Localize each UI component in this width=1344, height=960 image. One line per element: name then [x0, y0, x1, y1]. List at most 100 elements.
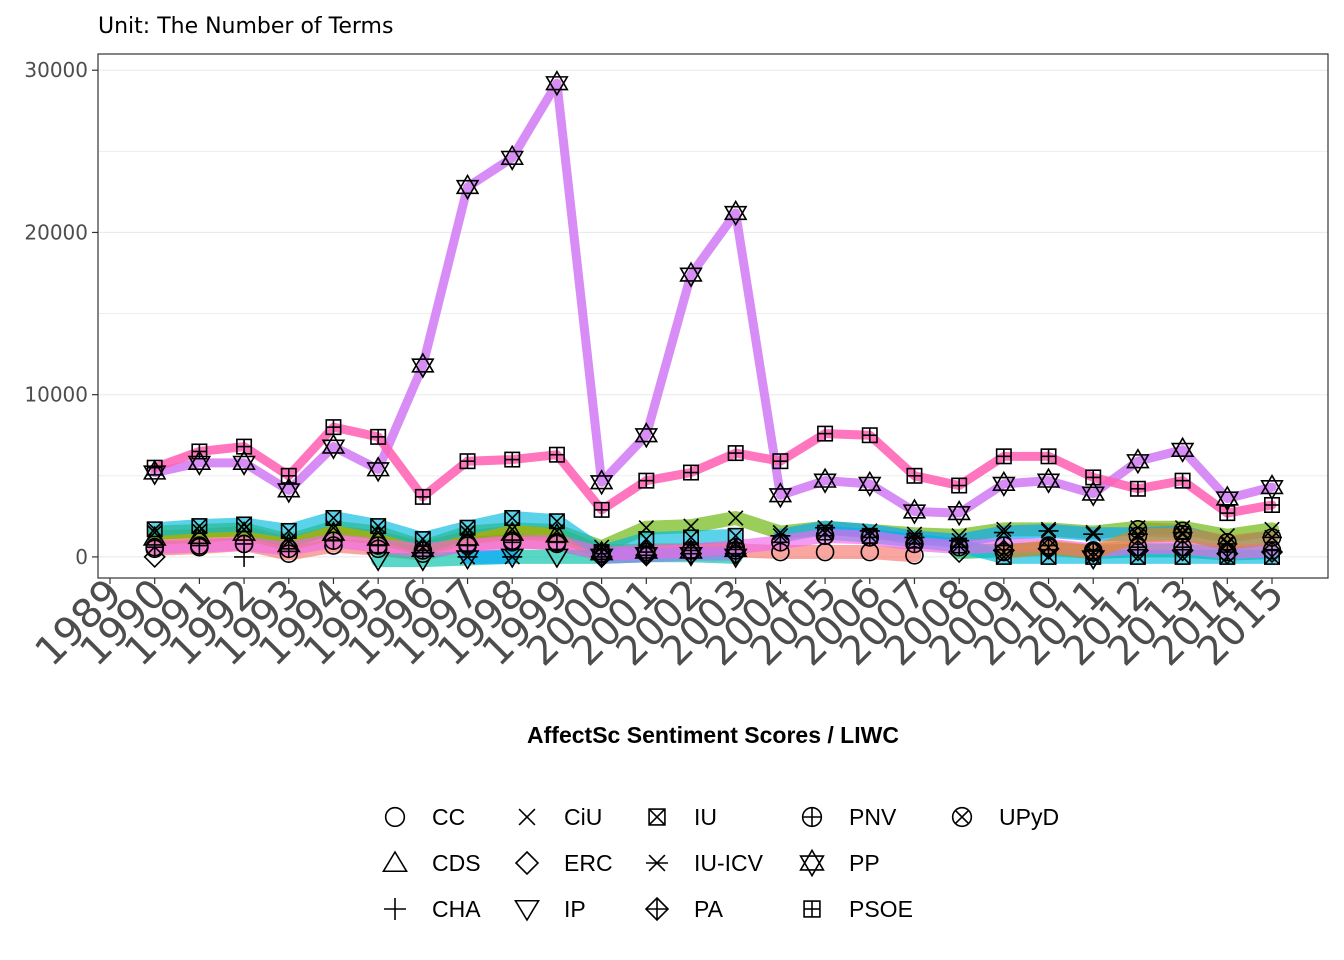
data-point-pp — [589, 469, 614, 496]
data-point-erc — [1260, 540, 1284, 564]
legend-item-psoe: PSOE — [803, 896, 913, 922]
data-point-pnv — [190, 536, 209, 555]
data-point-pp — [634, 422, 659, 449]
legend-label: ERC — [564, 850, 613, 876]
data-point-pp — [321, 433, 346, 460]
data-point-ciu — [1219, 528, 1236, 544]
data-point-pnv — [1262, 541, 1282, 560]
legend-item-pp: PP — [799, 848, 880, 878]
data-point-pnv — [815, 526, 835, 546]
data-point-psoe — [682, 464, 699, 481]
data-point-pnv — [502, 533, 522, 552]
data-point-iu-icv — [1083, 526, 1104, 542]
data-point-iu — [548, 513, 565, 530]
data-point-psoe — [1129, 480, 1146, 497]
legend-item-cha: CHA — [384, 896, 481, 922]
data-point-pnv — [592, 544, 611, 563]
legend-label: IU-ICV — [694, 850, 764, 876]
data-point-pnv — [1218, 542, 1237, 562]
data-point-pnv — [949, 537, 969, 557]
legend-key-cc — [384, 806, 406, 828]
data-point-pp — [1170, 436, 1195, 463]
data-point-pp — [411, 352, 435, 379]
data-point-pnv — [1039, 536, 1058, 555]
data-point-pp — [723, 199, 748, 227]
data-point-pnv — [324, 531, 343, 550]
chart-subtitle: Unit: The Number of Terms — [98, 14, 393, 39]
data-point-ciu — [1085, 524, 1101, 541]
data-point-psoe — [548, 446, 565, 463]
data-point-pp — [1036, 467, 1061, 494]
legend-key-ip — [514, 899, 540, 922]
data-point-pnv — [1083, 541, 1103, 560]
data-point-pp — [455, 173, 480, 201]
series-markers — [142, 70, 1284, 572]
data-point-pp — [1215, 485, 1240, 512]
data-point-pp — [902, 498, 927, 525]
y-tick-label: 0 — [75, 545, 88, 569]
data-point-psoe — [638, 472, 655, 489]
legend-key-erc — [514, 850, 540, 876]
data-point-ciu — [996, 521, 1012, 538]
data-point-pp — [277, 477, 301, 504]
data-point-pp — [858, 470, 882, 498]
data-point-pp — [1081, 480, 1105, 507]
data-point-cc — [1128, 520, 1148, 539]
legend-item-cc: CC — [384, 804, 465, 830]
data-point-upyd — [1173, 524, 1192, 544]
legend: CC CDS CHA CiU ERC IP IU IU-ICV PA PNV PP PSOE UPyD — [382, 804, 1059, 922]
plot-panel-border — [97, 53, 1329, 579]
data-point-psoe — [459, 453, 476, 470]
data-point-psoe — [504, 451, 521, 468]
data-point-upyd — [994, 542, 1014, 562]
data-point-pnv — [1128, 537, 1148, 557]
legend-label: PNV — [849, 804, 897, 830]
data-point-psoe — [1219, 505, 1236, 522]
legend-item-upyd: UPyD — [951, 804, 1059, 830]
data-point-iu — [325, 509, 342, 526]
legend-item-ciu: CiU — [518, 804, 602, 830]
y-tick-label: 10000 — [24, 383, 88, 407]
data-point-pp — [1126, 448, 1150, 475]
data-point-iu-icv — [502, 549, 523, 565]
legend-label: PP — [849, 850, 880, 876]
data-point-psoe — [995, 448, 1012, 465]
data-point-pnv — [413, 541, 433, 560]
data-point-pp — [768, 482, 793, 509]
data-point-pp — [545, 70, 569, 97]
data-point-psoe — [370, 428, 387, 445]
data-point-iu — [146, 521, 163, 538]
legend-key-psoe — [803, 900, 821, 918]
data-point-pnv — [726, 537, 745, 557]
data-point-pp — [500, 144, 524, 171]
data-point-pnv — [681, 541, 701, 560]
data-point-ciu — [1040, 521, 1057, 538]
legend-item-iu-icv: IU-ICV — [646, 850, 764, 876]
data-point-iu — [370, 518, 387, 535]
data-point-pp — [1260, 474, 1284, 501]
data-point-pp — [366, 456, 390, 483]
legend-key-iu-icv — [646, 854, 668, 872]
data-point-iu — [504, 509, 521, 526]
data-point-psoe — [593, 501, 610, 518]
data-point-psoe — [236, 438, 253, 455]
legend-key-pp — [799, 848, 825, 878]
data-point-ciu — [772, 524, 789, 541]
data-point-psoe — [325, 419, 342, 436]
data-point-psoe — [861, 427, 878, 444]
data-point-pnv — [860, 528, 880, 547]
data-point-psoe — [817, 425, 834, 442]
data-point-psoe — [727, 445, 744, 462]
data-point-upyd — [1218, 533, 1237, 552]
legend-label: CDS — [432, 850, 481, 876]
data-point-psoe — [772, 453, 789, 470]
data-point-psoe — [1264, 496, 1281, 513]
x-axis-label: AffectSc Sentiment Scores / LIWC — [527, 722, 899, 748]
data-point-pnv — [637, 542, 656, 562]
legend-label: PSOE — [849, 896, 913, 922]
data-point-pp — [992, 470, 1016, 498]
data-point-iu — [459, 519, 476, 536]
y-axis-ticks: 0 10000 20000 30000 — [24, 58, 98, 569]
data-point-pnv — [458, 536, 477, 555]
